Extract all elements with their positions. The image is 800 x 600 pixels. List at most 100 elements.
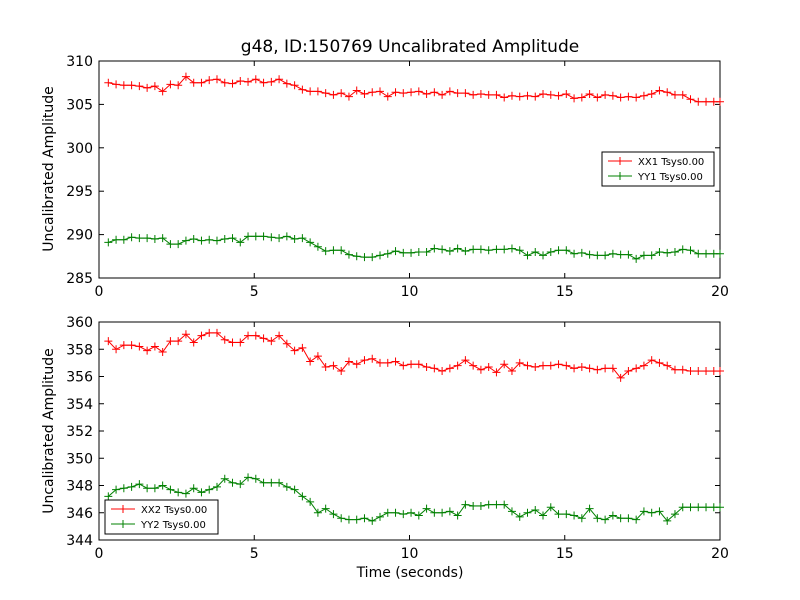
data-point — [461, 356, 470, 365]
data-point — [329, 246, 338, 255]
data-point — [678, 503, 687, 512]
data-point — [585, 364, 594, 373]
data-point — [616, 250, 625, 259]
data-point — [453, 361, 462, 370]
data-point — [135, 342, 144, 351]
data-point — [593, 93, 602, 102]
y-tick-label: 354 — [66, 397, 93, 413]
data-point — [608, 249, 617, 258]
data-point — [469, 361, 478, 370]
data-point — [469, 245, 478, 254]
data-point — [399, 248, 408, 257]
data-point — [275, 75, 284, 84]
data-point — [670, 510, 679, 519]
data-point — [484, 362, 493, 371]
data-point — [716, 249, 724, 258]
data-point — [329, 510, 338, 519]
data-point — [150, 82, 159, 91]
data-point — [461, 500, 470, 509]
bottom-y-axis-label: Uncalibrated Amplitude — [41, 348, 57, 514]
data-point — [601, 90, 610, 99]
data-point — [476, 245, 485, 254]
data-point — [531, 247, 540, 256]
data-point — [601, 364, 610, 373]
data-point — [624, 514, 633, 523]
data-point — [244, 77, 253, 86]
data-point — [135, 234, 144, 243]
data-point — [212, 75, 221, 84]
data-point — [531, 362, 540, 371]
data-point — [220, 234, 229, 243]
data-point — [562, 246, 571, 255]
data-point — [321, 247, 330, 256]
data-point — [306, 87, 315, 96]
x-tick-label: 5 — [250, 546, 259, 562]
data-point — [453, 89, 462, 98]
data-point — [539, 361, 548, 370]
data-point — [251, 331, 260, 340]
data-point — [391, 508, 400, 517]
data-point — [244, 232, 253, 241]
data-point — [282, 339, 291, 348]
y-tick-label: 344 — [66, 533, 93, 549]
data-point — [220, 78, 229, 87]
data-point — [678, 245, 687, 254]
data-point — [546, 361, 555, 370]
data-point — [414, 87, 423, 96]
data-point — [205, 76, 214, 85]
data-point — [407, 508, 416, 517]
data-point — [716, 367, 724, 376]
legend-marker — [616, 172, 624, 180]
data-point — [236, 76, 245, 85]
y-tick-label: 348 — [66, 479, 93, 495]
data-point — [181, 489, 190, 498]
data-point — [119, 235, 128, 244]
data-point — [632, 364, 641, 373]
data-point — [686, 503, 695, 512]
data-point — [461, 247, 470, 256]
data-point — [438, 367, 447, 376]
data-point — [500, 245, 509, 254]
data-point — [469, 501, 478, 510]
data-point — [507, 507, 516, 516]
data-point — [344, 357, 353, 366]
data-point — [624, 250, 633, 259]
data-point — [267, 337, 276, 346]
data-point — [476, 89, 485, 98]
data-point — [290, 234, 299, 243]
data-point — [430, 88, 439, 97]
data-point — [562, 89, 571, 98]
data-point — [546, 247, 555, 256]
data-point — [694, 503, 703, 512]
data-point — [616, 514, 625, 523]
data-point — [399, 361, 408, 370]
data-point — [523, 91, 532, 100]
data-point — [484, 90, 493, 99]
data-point — [267, 77, 276, 86]
data-point — [119, 81, 128, 90]
data-point — [112, 345, 121, 354]
data-point — [282, 232, 291, 241]
data-point — [515, 358, 524, 367]
data-point — [383, 358, 392, 367]
data-point — [166, 485, 175, 494]
data-point — [181, 236, 190, 245]
data-point — [632, 515, 641, 524]
legend: XX1 Tsys0.00 YY1 Tsys0.00 — [601, 151, 715, 187]
data-point — [523, 361, 532, 370]
data-point — [104, 78, 113, 87]
y-tick-label: 295 — [66, 184, 93, 200]
data-point — [337, 246, 346, 255]
data-point — [181, 330, 190, 339]
data-point — [275, 478, 284, 487]
data-point — [337, 514, 346, 523]
data-point — [678, 90, 687, 99]
data-point — [655, 247, 664, 256]
data-point — [127, 81, 136, 90]
data-point — [515, 92, 524, 101]
data-point — [476, 501, 485, 510]
data-point — [205, 235, 214, 244]
data-point — [507, 367, 516, 376]
data-point — [469, 90, 478, 99]
data-point — [158, 87, 167, 96]
